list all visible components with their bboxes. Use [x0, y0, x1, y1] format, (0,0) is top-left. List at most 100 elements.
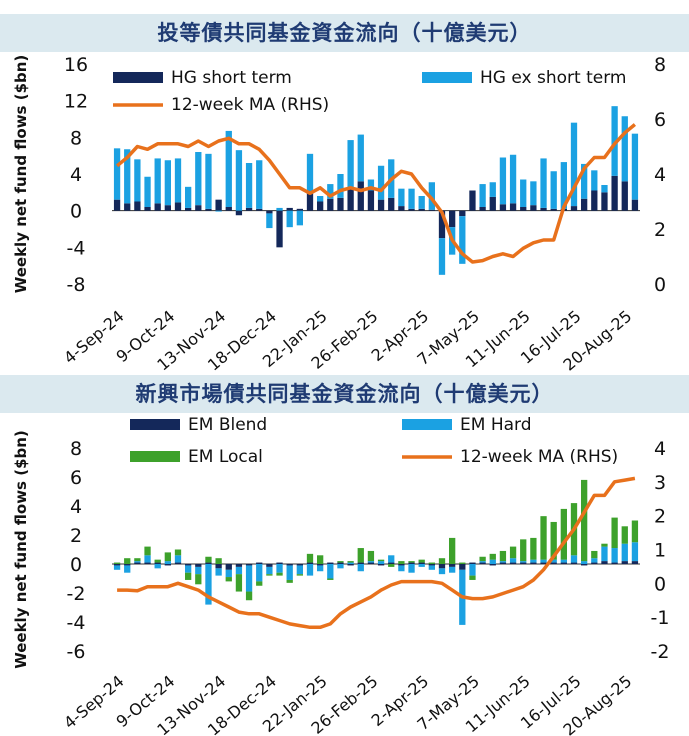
bar-hg-ex-short-term [570, 122, 578, 207]
bar-em-local [296, 574, 303, 576]
y-axis-title: Weekly net fund flows ($bn) [12, 430, 30, 669]
bar-hg-short-term [185, 207, 192, 211]
bar-hg-short-term [479, 207, 486, 211]
bar-hg-short-term [276, 210, 283, 248]
bar-em-hard [550, 559, 557, 563]
bar-em-hard [570, 555, 578, 563]
bar-em-hard [428, 565, 435, 570]
bar-em-local [134, 558, 141, 562]
bar-em-blend [469, 562, 476, 564]
bar-hg-short-term [164, 205, 171, 211]
y-tick-label: 16 [64, 54, 88, 76]
bar-hg-short-term [377, 199, 385, 211]
bar-em-local [185, 572, 192, 580]
bar-hg-ex-short-term [611, 106, 618, 176]
bar-em-hard [509, 558, 517, 563]
bar-em-local [438, 558, 446, 564]
bar-hg-ex-short-term [377, 165, 385, 200]
legend-swatch [130, 419, 180, 430]
bar-em-blend [459, 564, 466, 570]
y-tick-label: -8 [67, 274, 86, 296]
bar-hg-ex-short-term [520, 179, 527, 207]
bar-hg-short-term [388, 197, 395, 211]
legend-swatch [113, 72, 163, 83]
chart1-title: 投等債共同基金資金流向（十億美元） [0, 14, 689, 52]
bar-hg-ex-short-term [154, 158, 161, 204]
y-tick-label: 12 [64, 91, 88, 113]
bar-em-hard [195, 566, 202, 575]
bar-em-hard [164, 561, 171, 564]
bar-em-local [245, 591, 253, 601]
bar-em-hard [357, 564, 364, 572]
bar-em-hard [621, 543, 628, 562]
bar-hg-short-term [266, 210, 273, 214]
bar-em-local [256, 581, 263, 586]
bar-hg-short-term [581, 198, 588, 211]
bar-hg-ex-short-term [631, 133, 639, 200]
y-tick-label: 0 [70, 201, 82, 223]
bar-hg-short-term [438, 210, 446, 239]
bar-em-hard [499, 561, 507, 563]
bar-em-local [235, 574, 243, 592]
bar-em-hard [479, 561, 486, 563]
bar-em-hard [438, 568, 446, 575]
bar-em-hard [276, 564, 283, 573]
bar-hg-ex-short-term [337, 174, 344, 198]
bar-em-local [347, 561, 354, 563]
bar-em-hard [113, 565, 121, 570]
bar-em-blend [601, 561, 608, 564]
bar-em-local [195, 574, 202, 585]
bar-em-hard [286, 565, 293, 580]
bar-hg-ex-short-term [591, 170, 598, 191]
bar-hg-short-term [134, 201, 141, 211]
bar-em-hard [540, 559, 547, 563]
bar-em-blend [581, 564, 588, 566]
bar-hg-short-term [113, 199, 121, 211]
bar-hg-ex-short-term [530, 181, 537, 206]
bar-em-blend [185, 564, 192, 566]
bar-em-blend [286, 564, 293, 566]
bar-em-local [215, 558, 222, 564]
bar-hg-ex-short-term [550, 171, 557, 209]
bar-em-blend [215, 564, 222, 569]
bar-hg-ex-short-term [398, 188, 405, 207]
bar-em-local [113, 562, 121, 564]
bar-em-blend [631, 561, 639, 564]
bar-em-hard [530, 559, 537, 563]
bar-em-local [509, 546, 517, 559]
bar-hg-ex-short-term [367, 179, 375, 191]
bar-hg-ex-short-term [408, 188, 415, 209]
bar-hg-short-term [347, 187, 354, 211]
bar-em-blend [225, 564, 232, 570]
bar-hg-ex-short-term [347, 140, 354, 188]
bar-em-hard [408, 564, 415, 573]
bar-em-local [520, 539, 527, 562]
bar-em-local [266, 574, 273, 576]
bar-hg-short-term [357, 181, 364, 211]
ma-line [117, 476, 636, 630]
bar-em-hard [144, 555, 151, 563]
bar-hg-short-term [601, 192, 608, 211]
bar-em-blend [509, 562, 517, 564]
bar-em-hard [347, 562, 354, 564]
bar-hg-ex-short-term [581, 163, 588, 199]
bar-hg-short-term [225, 207, 232, 211]
bar-em-blend [611, 562, 618, 564]
bar-hg-ex-short-term [438, 238, 446, 275]
bar-hg-short-term [550, 208, 557, 211]
bar-em-local [540, 516, 547, 560]
bar-em-hard [367, 561, 375, 563]
bar-em-blend [398, 564, 405, 566]
y2-tick-label: 0 [654, 573, 666, 595]
bar-hg-short-term [245, 207, 253, 211]
bar-em-local [317, 555, 324, 564]
bar-em-local [377, 559, 385, 562]
bar-hg-short-term [306, 192, 314, 211]
bar-em-blend [570, 562, 578, 564]
bar-em-blend [388, 562, 395, 564]
bar-em-blend [621, 561, 628, 564]
y-tick-label: 8 [70, 438, 82, 460]
bar-em-hard [134, 561, 141, 563]
bar-hg-ex-short-term [276, 207, 283, 211]
bar-em-hard [235, 566, 243, 575]
